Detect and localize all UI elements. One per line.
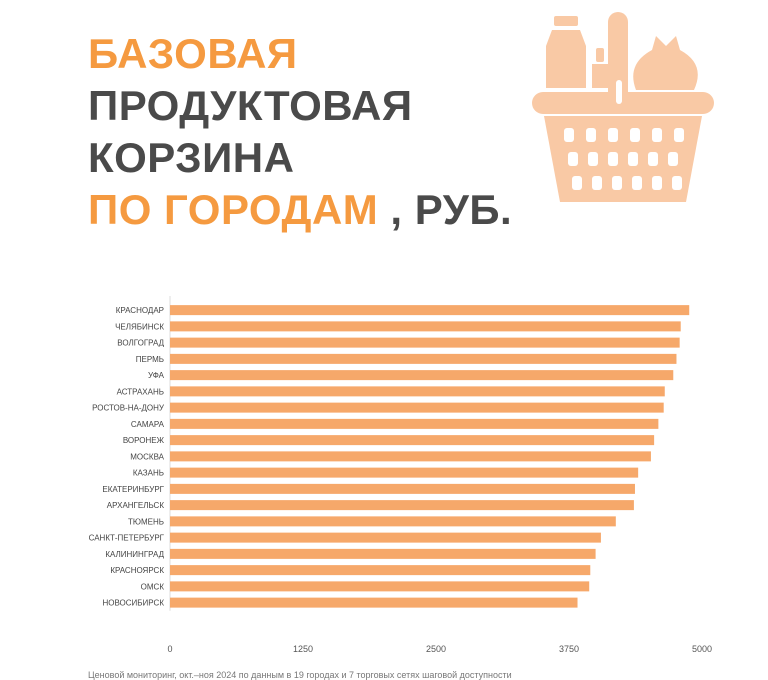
category-label: УФА bbox=[148, 371, 165, 380]
category-label: КАЗАНЬ bbox=[133, 469, 164, 478]
bar bbox=[170, 597, 578, 608]
bar bbox=[170, 337, 680, 348]
category-label: ПЕРМЬ bbox=[136, 355, 164, 364]
grocery-basket-icon bbox=[532, 12, 714, 202]
category-label: САНКТ-ПЕТЕРБУРГ bbox=[89, 534, 165, 543]
bar bbox=[170, 516, 616, 527]
category-label: ЕКАТЕРИНБУРГ bbox=[102, 485, 164, 494]
bar bbox=[170, 451, 651, 462]
x-tick-label: 1250 bbox=[293, 644, 313, 654]
title-line-1: БАЗОВАЯ bbox=[88, 30, 298, 77]
category-label: АСТРАХАНЬ bbox=[117, 387, 164, 396]
bar bbox=[170, 386, 665, 397]
bar-chart: КРАСНОДАР ЧЕЛЯБИНСК ВОЛГОГРАД ПЕРМЬ УФА АСТРА… bbox=[89, 296, 712, 654]
category-label: КРАСНОДАР bbox=[116, 306, 164, 315]
title-line-2: ПРОДУКТОВАЯ bbox=[88, 82, 413, 129]
x-tick-label: 5000 bbox=[692, 644, 712, 654]
bar bbox=[170, 370, 674, 381]
bar bbox=[170, 418, 659, 429]
category-label: АРХАНГЕЛЬСК bbox=[107, 501, 165, 510]
category-label: ОМСК bbox=[141, 582, 165, 591]
bar bbox=[170, 435, 655, 446]
bar bbox=[170, 402, 664, 413]
bar bbox=[170, 353, 677, 364]
bar bbox=[170, 467, 639, 478]
category-label: КАЛИНИНГРАД bbox=[105, 550, 164, 559]
footnote: Ценовой мониторинг, окт.–ноя 2024 по дан… bbox=[88, 670, 512, 680]
x-tick-label: 0 bbox=[167, 644, 172, 654]
category-label: КРАСНОЯРСК bbox=[110, 566, 164, 575]
category-label: МОСКВА bbox=[130, 452, 164, 461]
title-line-3: КОРЗИНА bbox=[88, 134, 295, 181]
bar bbox=[170, 548, 596, 559]
x-tick-label: 2500 bbox=[426, 644, 446, 654]
bar bbox=[170, 305, 690, 316]
category-label: НОВОСИБИРСК bbox=[102, 599, 164, 608]
bar bbox=[170, 532, 601, 543]
category-label: ЧЕЛЯБИНСК bbox=[115, 322, 164, 331]
chart-title: БАЗОВАЯ ПРОДУКТОВАЯ КОРЗИНА ПО ГОРОДАМ ,… bbox=[88, 28, 512, 236]
title-unit: , РУБ. bbox=[378, 186, 513, 233]
category-label: САМАРА bbox=[131, 420, 165, 429]
bar bbox=[170, 581, 590, 592]
bar bbox=[170, 483, 635, 494]
bar bbox=[170, 565, 591, 576]
x-tick-label: 3750 bbox=[559, 644, 579, 654]
title-line-4: ПО ГОРОДАМ , РУБ. bbox=[88, 184, 512, 236]
category-label: ВОЛГОГРАД bbox=[117, 339, 164, 348]
category-label: ВОРОНЕЖ bbox=[123, 436, 165, 445]
category-label: ТЮМЕНЬ bbox=[128, 517, 164, 526]
title-accent: ПО ГОРОДАМ bbox=[88, 186, 379, 233]
bar bbox=[170, 321, 681, 332]
bar bbox=[170, 500, 634, 511]
category-label: РОСТОВ-НА-ДОНУ bbox=[92, 404, 165, 413]
